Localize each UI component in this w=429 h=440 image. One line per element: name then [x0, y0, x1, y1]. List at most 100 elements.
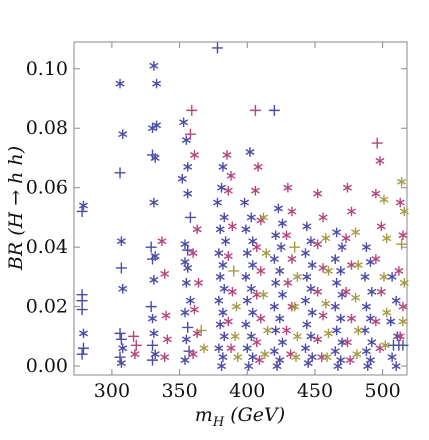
data-point [115, 262, 127, 274]
data-point [221, 236, 231, 247]
data-point [240, 197, 250, 208]
data-point [282, 230, 292, 241]
data-point [76, 304, 88, 316]
data-point [321, 233, 331, 244]
data-point [300, 295, 310, 306]
data-point [218, 307, 228, 318]
y-tick-label: 0.00 [26, 355, 68, 377]
data-point [286, 349, 296, 359]
data-point [195, 324, 207, 336]
x-axis-ticks: 300 350 400 450 500 [94, 42, 401, 402]
data-point [150, 251, 160, 261]
data-point [380, 340, 390, 351]
data-point [217, 182, 227, 193]
data-point [397, 339, 409, 351]
data-point [322, 352, 332, 362]
data-point [182, 321, 194, 333]
data-point [184, 211, 196, 223]
data-point [382, 307, 392, 318]
data-point [189, 304, 199, 315]
data-point [398, 230, 408, 241]
data-point [222, 150, 232, 160]
data-point [342, 337, 352, 348]
x-tick-label: 400 [229, 380, 265, 402]
y-tick-label: 0.02 [26, 296, 68, 318]
data-point [269, 254, 279, 264]
data-point [313, 239, 323, 249]
data-point [341, 233, 351, 244]
data-point [181, 278, 191, 288]
data-point [259, 289, 269, 300]
data-point [214, 343, 224, 354]
data-point [351, 292, 361, 303]
data-point [152, 120, 162, 131]
data-point [371, 254, 381, 264]
data-point [313, 334, 323, 345]
data-point [181, 334, 191, 345]
data-point [118, 129, 128, 139]
data-point [361, 242, 371, 252]
data-point [275, 313, 285, 324]
data-point [114, 327, 126, 339]
data-point [177, 173, 187, 184]
data-point [218, 162, 228, 172]
data-point [306, 283, 316, 294]
data-point [379, 194, 389, 205]
data-point [241, 224, 251, 235]
data-point [386, 316, 396, 327]
data-point [248, 352, 258, 362]
data-point [302, 221, 312, 232]
data-point [188, 349, 198, 359]
data-point [277, 289, 287, 300]
data-point [250, 185, 260, 196]
data-point [307, 307, 317, 318]
data-point [149, 328, 159, 339]
data-point [346, 206, 357, 217]
data-point [292, 272, 302, 282]
data-point [332, 278, 342, 288]
data-point [147, 339, 159, 351]
data-point [395, 331, 405, 342]
data-point [199, 343, 209, 354]
data-point [398, 316, 408, 327]
data-point [241, 319, 251, 330]
data-point [192, 224, 202, 235]
data-point [160, 269, 170, 279]
data-point [219, 283, 229, 294]
data-point [211, 42, 223, 54]
data-point [341, 286, 351, 297]
data-point [219, 331, 229, 342]
data-point [300, 248, 310, 258]
data-point [157, 236, 167, 247]
data-point [367, 337, 377, 348]
data-point [182, 244, 194, 256]
data-point [253, 162, 263, 172]
data-point [365, 257, 375, 267]
data-point [183, 162, 193, 172]
data-point [130, 349, 140, 359]
data-point [371, 137, 383, 149]
data-point [289, 241, 301, 253]
data-point [118, 283, 128, 294]
data-point [395, 197, 405, 208]
data-point [261, 248, 271, 258]
data-point [277, 218, 287, 229]
data-point [147, 354, 159, 366]
data-point [353, 325, 363, 336]
data-point [180, 307, 190, 318]
data-point [323, 266, 333, 276]
data-point [246, 283, 256, 294]
data-point [114, 351, 126, 363]
data-point [318, 310, 328, 321]
data-point [391, 361, 401, 371]
data-point [346, 313, 357, 324]
data-point [260, 349, 270, 359]
data-point [313, 188, 323, 199]
data-point [116, 358, 126, 368]
data-point [277, 337, 287, 348]
data-point [248, 260, 258, 270]
data-point [78, 200, 88, 211]
data-point [287, 206, 297, 217]
data-point [283, 182, 293, 193]
